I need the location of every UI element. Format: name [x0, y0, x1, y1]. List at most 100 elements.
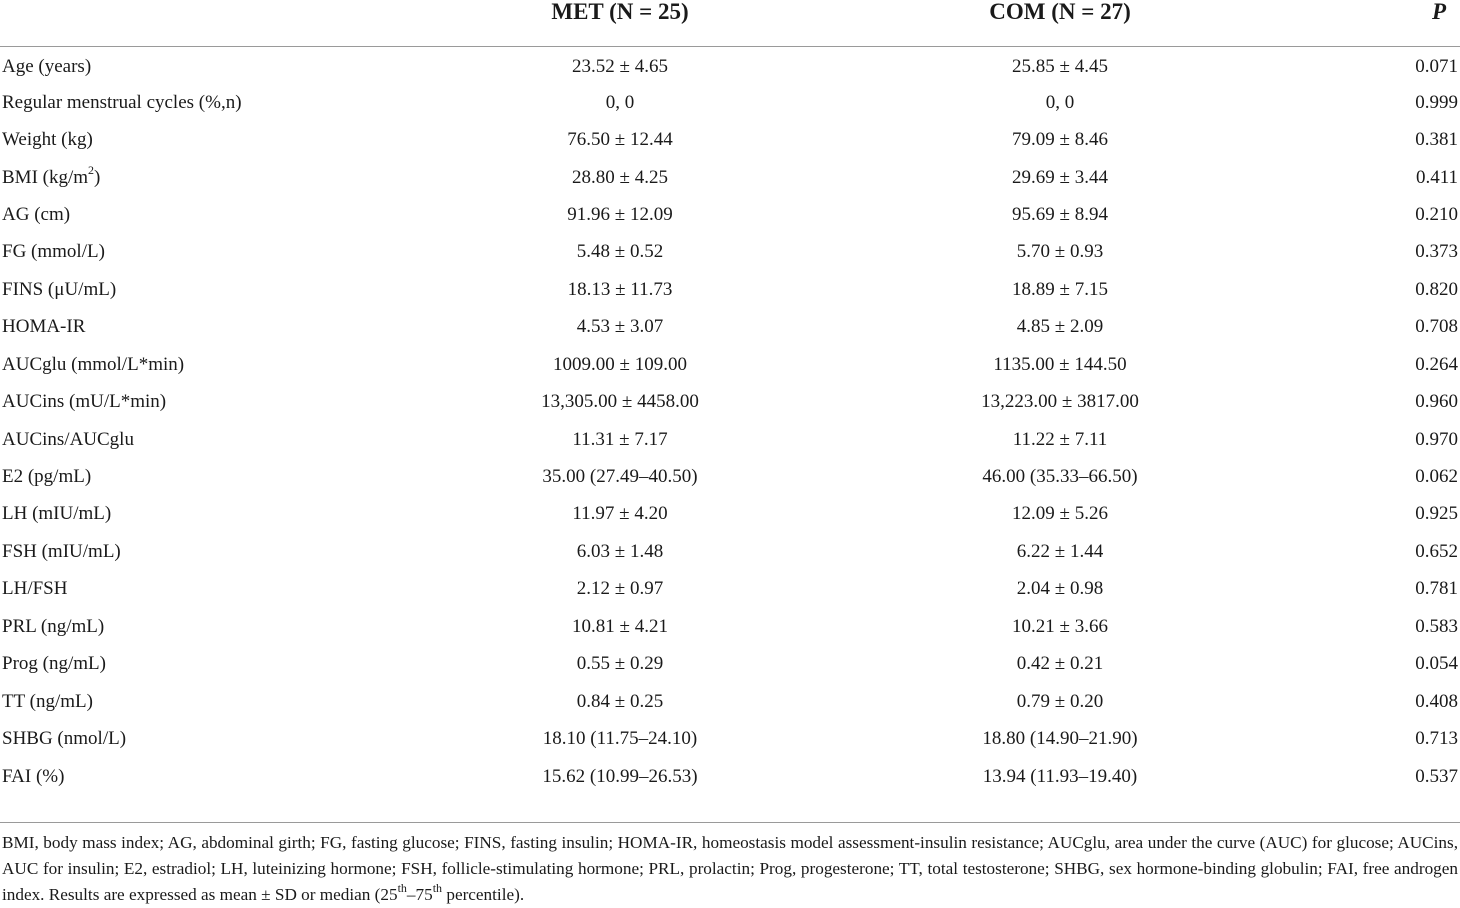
com-value-cell: 13,223.00 ± 3817.00: [981, 391, 1139, 413]
header-label-column: [0, 0, 440, 47]
met-value-cell: 0.84 ± 0.25: [576, 690, 664, 712]
p-value-cell: 0.713: [1415, 728, 1458, 750]
header-p-value: P: [1320, 0, 1460, 47]
row-label: Weight (kg): [0, 121, 440, 158]
row-label-text: FAI (%): [2, 765, 65, 787]
p-value-cell: 0.970: [1415, 428, 1458, 450]
row-label: AUCins/AUCglu: [0, 421, 440, 458]
met-value-cell: 18.13 ± 11.73: [567, 278, 673, 300]
met-value-cell: 0.55 ± 0.29: [576, 653, 664, 675]
row-label: AUCglu (mmol/L*min): [0, 346, 440, 383]
results-table: MET (N = 25) COM (N = 27) P Age (years) 2…: [0, 0, 1460, 796]
met-value-cell: 13,305.00 ± 4458.00: [541, 391, 699, 413]
row-label: FAI (%): [0, 758, 440, 795]
com-value-cell: 10.21 ± 3.66: [1012, 615, 1108, 637]
met-value-cell: 1009.00 ± 109.00: [553, 353, 687, 375]
com-value-cell: 1135.00 ± 144.50: [993, 353, 1127, 375]
met-value-cell: 2.12 ± 0.97: [576, 578, 664, 600]
p-value-cell: 0.373: [1415, 241, 1458, 263]
met-value-cell: 91.96 ± 12.09: [567, 203, 673, 225]
p-value-cell: 0.925: [1415, 503, 1458, 525]
com-value-cell: 0.79 ± 0.20: [1016, 690, 1104, 712]
com-value-cell: 18.80 (14.90–21.90): [982, 728, 1138, 750]
table-row: E2 (pg/mL) 35.00 (27.49–40.50) 46.00 (35.3…: [0, 458, 1460, 495]
table-row: AUCins/AUCglu 11.31 ± 7.17 11.22 ± 7.11 0.9…: [0, 421, 1460, 458]
row-label-text: FG (mmol/L): [2, 241, 105, 263]
met-value-cell: 35.00 (27.49–40.50): [542, 466, 698, 488]
table-row: Age (years) 23.52 ± 4.65 25.85 ± 4.45 0.071: [0, 47, 1460, 84]
com-value-cell: 29.69 ± 3.44: [1012, 166, 1108, 188]
com-value-cell: 79.09 ± 8.46: [1012, 129, 1108, 151]
met-value-cell: 28.80 ± 4.25: [572, 166, 668, 188]
row-label: AUCins (mU/L*min): [0, 383, 440, 420]
row-label-text: BMI (kg/m: [2, 166, 89, 188]
table-row: FSH (mIU/mL) 6.03 ± 1.48 6.22 ± 1.44 0.652: [0, 533, 1460, 570]
row-label-text: SHBG (nmol/L): [2, 728, 127, 750]
row-label: HOMA-IR: [0, 309, 440, 346]
header-com-group: COM (N = 27): [800, 0, 1320, 47]
row-label: AG (cm): [0, 196, 440, 233]
table-row: AUCglu (mmol/L*min) 1009.00 ± 109.00 1135.…: [0, 346, 1460, 383]
row-label-text: E2 (pg/mL): [2, 466, 92, 488]
com-value-cell: 18.89 ± 7.15: [1012, 278, 1108, 300]
row-label-text: AUCins (mU/L*min): [2, 391, 167, 413]
table-row: Weight (kg) 76.50 ± 12.44 79.09 ± 8.46 0.38…: [0, 121, 1460, 158]
row-label-suffix: ): [94, 166, 101, 188]
footnote-text-1: BMI, body mass index; AG, abdominal girt…: [2, 833, 1458, 904]
header-row: MET (N = 25) COM (N = 27) P: [0, 0, 1460, 47]
met-value-cell: 0, 0: [605, 91, 635, 113]
table-row: Regular menstrual cycles (%,n) 0, 0 0, 0 0.…: [0, 84, 1460, 121]
com-value-cell: 2.04 ± 0.98: [1016, 578, 1104, 600]
met-value-cell: 4.53 ± 3.07: [576, 316, 664, 338]
table-footnote: BMI, body mass index; AG, abdominal girt…: [2, 830, 1458, 908]
row-label-text: HOMA-IR: [2, 316, 86, 338]
row-label: PRL (ng/mL): [0, 608, 440, 645]
table-row: SHBG (nmol/L) 18.10 (11.75–24.10) 18.80 (1…: [0, 720, 1460, 757]
row-label: LH/FSH: [0, 571, 440, 608]
table-row: AG (cm) 91.96 ± 12.09 95.69 ± 8.94 0.210: [0, 196, 1460, 233]
p-value-cell: 0.408: [1415, 690, 1458, 712]
met-value-cell: 15.62 (10.99–26.53): [542, 765, 698, 787]
p-value-cell: 0.054: [1415, 653, 1458, 675]
row-label-text: FINS (μU/mL): [2, 278, 117, 300]
p-value-cell: 0.583: [1415, 615, 1458, 637]
row-label-text: AG (cm): [2, 203, 71, 225]
com-value-cell: 13.94 (11.93–19.40): [982, 765, 1138, 787]
row-label-text: Regular menstrual cycles (%,n): [2, 91, 242, 113]
table-body: Age (years) 23.52 ± 4.65 25.85 ± 4.45 0.071…: [0, 47, 1460, 796]
row-label: BMI (kg/m2): [0, 159, 440, 196]
row-label: SHBG (nmol/L): [0, 720, 440, 757]
p-value-cell: 0.264: [1415, 353, 1458, 375]
footnote-text-3: percentile).: [442, 885, 525, 904]
table-row: FG (mmol/L) 5.48 ± 0.52 5.70 ± 0.93 0.373: [0, 234, 1460, 271]
met-value-cell: 6.03 ± 1.48: [576, 540, 664, 562]
row-label-text: LH/FSH: [2, 578, 68, 600]
table-row: HOMA-IR 4.53 ± 3.07 4.85 ± 2.09 0.708: [0, 309, 1460, 346]
row-label-text: Prog (ng/mL): [2, 653, 106, 675]
met-value-cell: 11.97 ± 4.20: [572, 503, 668, 525]
table-bottom-rule: [0, 822, 1460, 823]
com-value-cell: 12.09 ± 5.26: [1012, 503, 1108, 525]
p-value-cell: 0.537: [1415, 765, 1458, 787]
p-value-cell: 0.652: [1415, 540, 1458, 562]
com-value-cell: 6.22 ± 1.44: [1016, 540, 1104, 562]
com-value-cell: 5.70 ± 0.93: [1016, 241, 1104, 263]
row-label: LH (mIU/mL): [0, 496, 440, 533]
row-label: E2 (pg/mL): [0, 458, 440, 495]
met-value-cell: 10.81 ± 4.21: [572, 615, 668, 637]
table-row: FINS (μU/mL) 18.13 ± 11.73 18.89 ± 7.15 0.8…: [0, 271, 1460, 308]
com-value-cell: 25.85 ± 4.45: [1012, 56, 1108, 78]
row-label: FG (mmol/L): [0, 234, 440, 271]
met-value-cell: 11.31 ± 7.17: [572, 428, 668, 450]
footnote-text-2: –75: [406, 885, 433, 904]
p-value-cell: 0.960: [1415, 391, 1458, 413]
table-row: TT (ng/mL) 0.84 ± 0.25 0.79 ± 0.20 0.408: [0, 683, 1460, 720]
row-label: TT (ng/mL): [0, 683, 440, 720]
row-label: Regular menstrual cycles (%,n): [0, 84, 440, 121]
table-row: PRL (ng/mL) 10.81 ± 4.21 10.21 ± 3.66 0.583: [0, 608, 1460, 645]
p-value-cell: 0.820: [1415, 278, 1458, 300]
footnote-sup-2: th: [432, 881, 443, 896]
p-value-cell: 0.999: [1415, 91, 1458, 113]
p-value-cell: 0.071: [1415, 56, 1458, 78]
